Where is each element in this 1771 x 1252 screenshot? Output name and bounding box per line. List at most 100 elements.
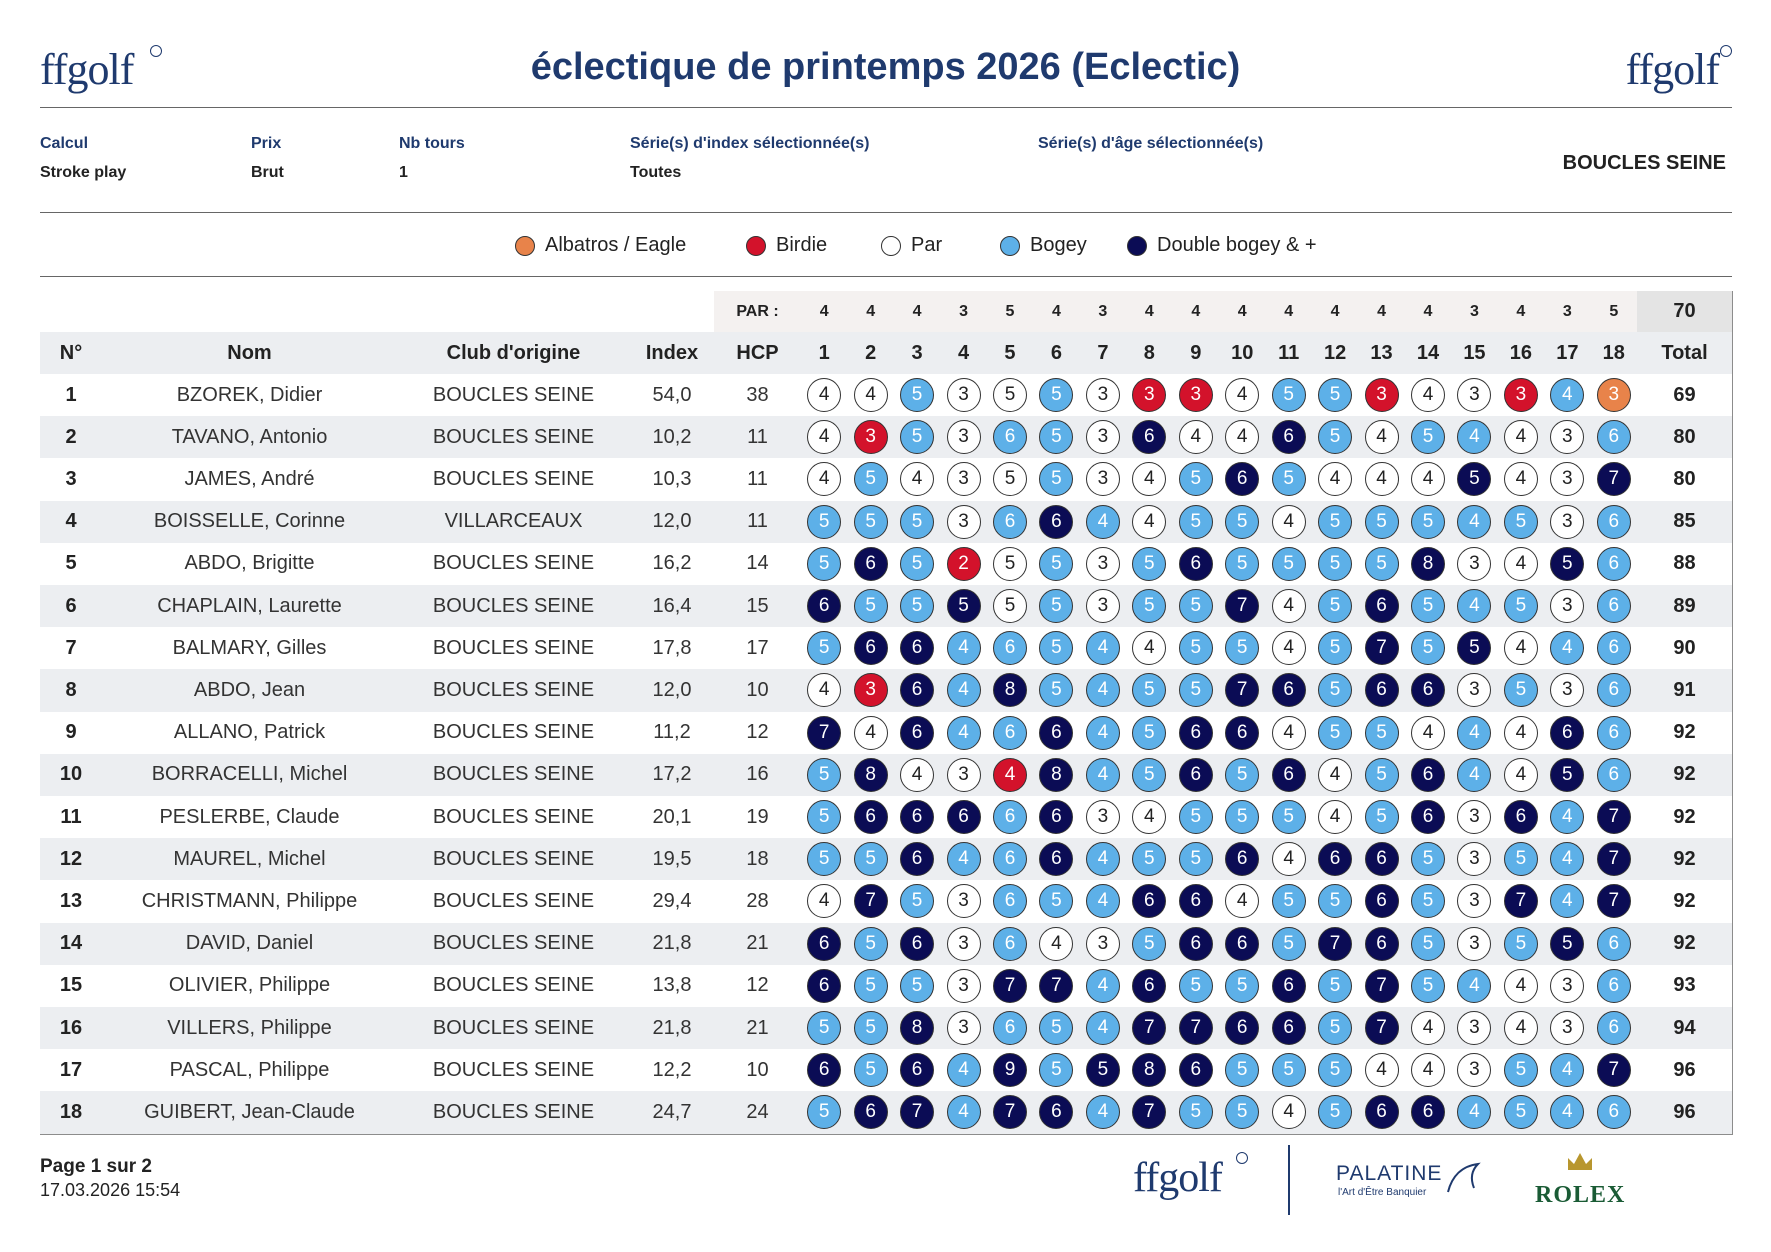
- score-cell: 6: [986, 1007, 1035, 1051]
- score-cell: 3: [1451, 542, 1499, 586]
- legend-label: Albatros / Eagle: [545, 234, 687, 256]
- score-circle: 5: [807, 631, 842, 666]
- score-circle: 8: [853, 757, 888, 792]
- score-cell: 5: [1126, 838, 1174, 882]
- score-circle: 5: [1178, 589, 1213, 624]
- score-cell: 5: [1358, 796, 1406, 840]
- score-circle: 6: [1596, 1095, 1631, 1130]
- score-circle: 8: [900, 1011, 935, 1046]
- score-circle: 5: [1039, 1053, 1074, 1088]
- score-cell: 6: [1126, 416, 1174, 460]
- score-circle: 5: [1318, 1011, 1353, 1046]
- score-cell: 7: [1219, 585, 1267, 629]
- score-circle: 6: [1039, 1095, 1074, 1130]
- score-circle: 5: [807, 757, 842, 792]
- score-circle: 4: [946, 842, 981, 877]
- score-circle: 6: [1550, 715, 1585, 750]
- score-circle: 4: [1225, 420, 1260, 455]
- score-circle: 6: [1596, 631, 1631, 666]
- score-circle: 3: [853, 420, 888, 455]
- score-cell: 6: [1358, 922, 1406, 966]
- score-cell: 4: [1544, 838, 1592, 882]
- column-header: 1: [801, 332, 849, 375]
- score-cell: 5: [1497, 922, 1546, 966]
- score-circle: 5: [1271, 926, 1306, 961]
- rank: 18: [40, 1091, 103, 1135]
- score-cell: 4: [1079, 1007, 1128, 1051]
- score-cell: 7: [1126, 1091, 1174, 1135]
- score-circle: 5: [1178, 1095, 1213, 1130]
- registered-mark: [1236, 1152, 1248, 1164]
- rank: 14: [40, 922, 103, 966]
- score-cell: 5: [1265, 880, 1313, 924]
- logo: ffgolf: [1625, 45, 1720, 94]
- score-cell: 4: [1265, 585, 1313, 629]
- score-circle: 7: [900, 1095, 935, 1130]
- score-cell: 7: [1497, 880, 1546, 924]
- score-cell: 6: [1590, 753, 1638, 797]
- score-circle: 6: [1596, 968, 1631, 1003]
- rank: 7: [40, 627, 103, 671]
- score-circle: 4: [1364, 462, 1399, 497]
- score-circle: 4: [853, 715, 888, 750]
- score-cell: 3: [1079, 542, 1128, 586]
- score-circle: 5: [1318, 715, 1353, 750]
- score-cell: 5: [1358, 542, 1406, 586]
- score-cell: 5: [1404, 880, 1453, 924]
- score-circle: 7: [1132, 1095, 1167, 1130]
- column-header: 3: [893, 332, 942, 375]
- score-circle: 5: [1318, 589, 1353, 624]
- score-circle: 6: [992, 884, 1027, 919]
- score-circle: 5: [900, 884, 935, 919]
- par-total: 70: [1637, 291, 1733, 333]
- score-circle: 5: [807, 842, 842, 877]
- score-cell: 3: [940, 458, 988, 502]
- score-circle: 4: [1318, 462, 1353, 497]
- score-cell: 4: [1497, 627, 1546, 671]
- column-header: Total: [1637, 332, 1733, 375]
- score-cell: 4: [1219, 416, 1267, 460]
- club: BOUCLES SEINE: [397, 458, 631, 502]
- score-cell: 6: [1265, 753, 1313, 797]
- score-circle: 5: [1225, 968, 1260, 1003]
- score-circle: 5: [946, 589, 981, 624]
- score-cell: 6: [1265, 416, 1313, 460]
- score-circle: 5: [900, 968, 935, 1003]
- score-cell: 3: [1544, 585, 1592, 629]
- score-cell: 6: [1404, 753, 1453, 797]
- score-cell: 4: [847, 374, 895, 418]
- score-circle: 4: [1085, 673, 1120, 708]
- score-cell: 3: [1451, 880, 1499, 924]
- score-cell: 6: [1219, 1007, 1267, 1051]
- score-cell: 3: [1358, 374, 1406, 418]
- total: 94: [1637, 1007, 1733, 1051]
- score-circle: 6: [900, 926, 935, 961]
- total: 92: [1637, 922, 1733, 966]
- score-circle: 5: [1364, 546, 1399, 581]
- score-circle: 5: [1271, 800, 1306, 835]
- info-value: Brut: [251, 164, 284, 181]
- score-cell: 7: [1172, 1007, 1220, 1051]
- score-cell: 7: [986, 964, 1035, 1008]
- score-circle: 4: [1503, 968, 1538, 1003]
- score-circle: 4: [1364, 1053, 1399, 1088]
- score-circle: 3: [1503, 378, 1538, 413]
- score-circle: 7: [1596, 842, 1631, 877]
- score-cell: 5: [1172, 500, 1220, 544]
- legend-swatch: [515, 236, 535, 256]
- score-cell: 3: [1451, 1049, 1499, 1093]
- rank: 6: [40, 585, 103, 629]
- player-name: ABDO, Brigitte: [102, 542, 398, 586]
- score-cell: 5: [1404, 585, 1453, 629]
- score-circle: 3: [1085, 462, 1120, 497]
- score-circle: 3: [1596, 378, 1631, 413]
- score-circle: 5: [1410, 842, 1445, 877]
- score-cell: 6: [1358, 669, 1406, 713]
- score-cell: 5: [1265, 796, 1313, 840]
- score-cell: 3: [940, 922, 988, 966]
- score-circle: 7: [1364, 1011, 1399, 1046]
- score-cell: 4: [1079, 964, 1128, 1008]
- score-circle: 4: [946, 1053, 981, 1088]
- score-circle: 4: [1132, 504, 1167, 539]
- index: 10,3: [630, 458, 715, 502]
